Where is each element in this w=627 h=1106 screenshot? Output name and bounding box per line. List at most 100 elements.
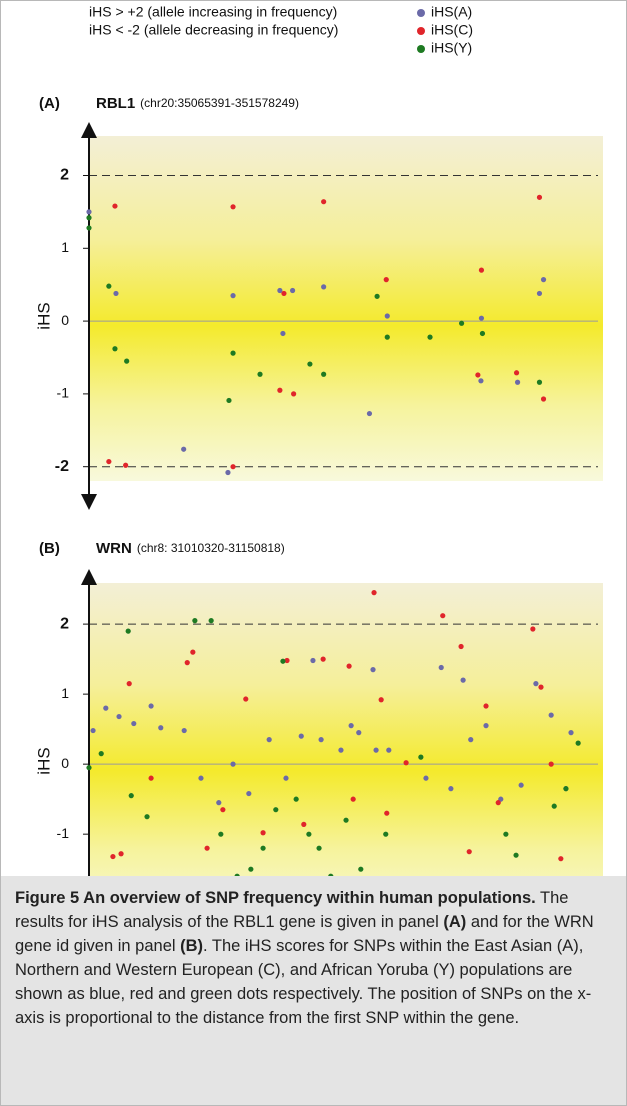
- data-point: [513, 370, 520, 376]
- chart: iHS > +2 (allele increasing in frequency…: [34, 4, 603, 953]
- data-point: [483, 703, 489, 709]
- data-point: [190, 649, 196, 655]
- legend-label: iHS(Y): [431, 40, 472, 56]
- data-point: [181, 446, 187, 452]
- data-point: [483, 723, 489, 729]
- data-point: [123, 462, 129, 468]
- data-point: [548, 712, 554, 718]
- y-tick-label: 1: [61, 239, 69, 255]
- panel-title: WRN (chr8: 31010320-31150818): [96, 540, 285, 557]
- legend-swatch: [417, 9, 425, 17]
- data-point: [293, 796, 299, 802]
- data-point: [86, 215, 92, 221]
- data-point: [536, 194, 543, 200]
- legend-swatch: [417, 27, 425, 35]
- data-point: [548, 761, 554, 767]
- data-point: [384, 313, 390, 319]
- legend-label: iHS(A): [431, 4, 472, 20]
- data-point: [346, 663, 352, 669]
- data-point: [371, 590, 377, 596]
- data-point: [321, 199, 327, 205]
- data-point: [112, 203, 118, 209]
- data-point: [403, 760, 409, 766]
- data-point: [103, 705, 109, 711]
- data-point: [321, 371, 327, 377]
- data-point: [418, 754, 424, 760]
- caption-text: The results for iHS analysis of the RBL1…: [15, 889, 569, 931]
- y-tick-label: 0: [61, 755, 69, 771]
- data-point: [373, 747, 379, 753]
- data-point: [384, 810, 390, 816]
- legend-label: iHS(C): [431, 22, 473, 38]
- data-point: [280, 330, 286, 337]
- data-point: [384, 334, 390, 340]
- data-point: [356, 730, 362, 736]
- data-point: [248, 866, 254, 872]
- data-point: [184, 660, 190, 666]
- data-point: [277, 287, 283, 294]
- data-point: [290, 287, 296, 294]
- data-point: [466, 849, 472, 855]
- background-band: [89, 583, 603, 924]
- data-point: [260, 830, 266, 836]
- data-point: [144, 814, 150, 820]
- y-tick-label: 2: [60, 615, 69, 632]
- data-point: [310, 657, 316, 664]
- data-point: [181, 727, 187, 734]
- legend-swatch: [417, 45, 425, 53]
- data-point: [316, 845, 322, 851]
- data-point: [558, 856, 564, 862]
- data-point: [148, 703, 154, 709]
- data-point: [343, 817, 349, 823]
- data-point: [86, 225, 92, 231]
- data-point: [112, 346, 118, 352]
- data-point: [370, 667, 376, 673]
- y-axis-label: iHS: [34, 747, 53, 774]
- data-point: [540, 396, 547, 402]
- data-point: [563, 786, 569, 792]
- data-point: [350, 796, 356, 802]
- background-band: [89, 136, 603, 481]
- data-point: [513, 852, 519, 858]
- data-point: [230, 761, 236, 767]
- data-point: [106, 283, 112, 289]
- data-point: [257, 371, 263, 377]
- data-point: [90, 727, 96, 734]
- data-point: [277, 387, 283, 393]
- data-point: [118, 851, 124, 857]
- data-point: [280, 658, 286, 664]
- data-point: [321, 284, 327, 290]
- caption-title: Figure 5 An overview of SNP frequency wi…: [15, 889, 536, 907]
- data-point: [306, 831, 312, 837]
- data-point: [320, 656, 326, 662]
- data-point: [208, 618, 214, 624]
- data-point: [538, 684, 544, 690]
- data-point: [230, 204, 236, 210]
- data-point: [423, 775, 429, 781]
- data-point: [86, 765, 92, 771]
- data-point: [533, 681, 539, 687]
- data-point: [204, 845, 210, 851]
- data-point: [358, 866, 364, 872]
- data-point: [283, 775, 289, 781]
- panel-title-gene: RBL1: [96, 95, 135, 112]
- data-point: [243, 696, 249, 702]
- data-point: [478, 315, 485, 321]
- data-point: [230, 293, 236, 299]
- panel-subtitle: (chr20:35065391-351578249): [140, 96, 299, 110]
- panel-subtitle: (chr8: 31010320-31150818): [137, 541, 285, 555]
- data-point: [225, 469, 231, 476]
- data-point: [530, 626, 536, 632]
- data-point: [518, 782, 524, 788]
- data-point: [192, 618, 198, 624]
- y-tick-label: 0: [61, 312, 69, 328]
- caption-ref: (A): [443, 913, 467, 931]
- data-point: [106, 458, 112, 465]
- data-point: [568, 730, 574, 736]
- data-point: [113, 290, 119, 297]
- data-point: [218, 831, 224, 837]
- data-point: [378, 697, 384, 703]
- note: iHS < -2 (allele decreasing in frequency…: [89, 22, 338, 38]
- data-point: [281, 290, 287, 297]
- panel-label: (A): [39, 95, 60, 112]
